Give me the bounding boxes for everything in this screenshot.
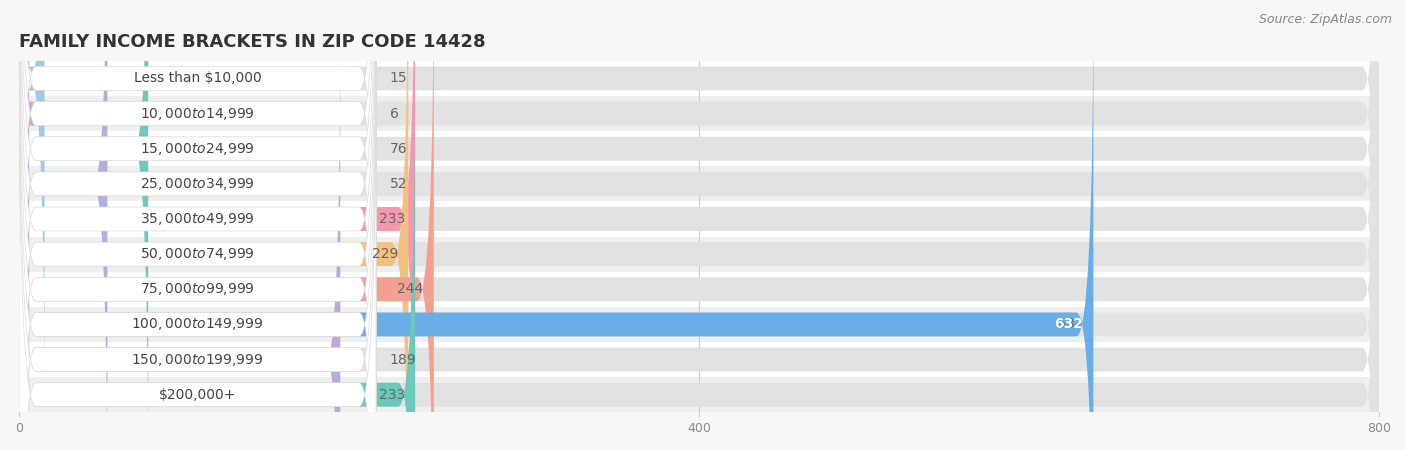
Text: 233: 233 bbox=[378, 388, 405, 402]
Text: 52: 52 bbox=[389, 177, 408, 191]
FancyBboxPatch shape bbox=[20, 0, 1379, 450]
Text: 76: 76 bbox=[389, 142, 408, 156]
Text: 632: 632 bbox=[1054, 317, 1083, 332]
FancyBboxPatch shape bbox=[20, 0, 375, 450]
FancyBboxPatch shape bbox=[20, 0, 375, 450]
Text: $15,000 to $24,999: $15,000 to $24,999 bbox=[141, 141, 254, 157]
FancyBboxPatch shape bbox=[20, 0, 45, 418]
FancyBboxPatch shape bbox=[20, 0, 408, 450]
FancyBboxPatch shape bbox=[13, 0, 37, 450]
Text: 6: 6 bbox=[389, 107, 398, 121]
FancyBboxPatch shape bbox=[20, 0, 1379, 450]
Bar bbox=[20, 377, 1379, 412]
Text: 15: 15 bbox=[389, 72, 408, 86]
FancyBboxPatch shape bbox=[20, 0, 375, 418]
Text: $10,000 to $14,999: $10,000 to $14,999 bbox=[141, 106, 254, 122]
Bar bbox=[20, 307, 1379, 342]
FancyBboxPatch shape bbox=[20, 0, 375, 450]
FancyBboxPatch shape bbox=[20, 55, 415, 450]
Bar bbox=[20, 342, 1379, 377]
Bar bbox=[20, 61, 1379, 96]
Bar bbox=[20, 96, 1379, 131]
Bar bbox=[20, 272, 1379, 307]
Text: 189: 189 bbox=[389, 352, 416, 367]
Bar bbox=[20, 237, 1379, 272]
FancyBboxPatch shape bbox=[20, 0, 1379, 450]
FancyBboxPatch shape bbox=[20, 20, 340, 450]
FancyBboxPatch shape bbox=[20, 0, 1379, 450]
FancyBboxPatch shape bbox=[20, 0, 1379, 450]
FancyBboxPatch shape bbox=[20, 0, 375, 450]
FancyBboxPatch shape bbox=[20, 0, 1379, 418]
Text: 233: 233 bbox=[378, 212, 405, 226]
Text: $200,000+: $200,000+ bbox=[159, 388, 236, 402]
FancyBboxPatch shape bbox=[20, 0, 1094, 450]
Text: 632: 632 bbox=[1057, 317, 1083, 332]
Text: $25,000 to $34,999: $25,000 to $34,999 bbox=[141, 176, 254, 192]
FancyBboxPatch shape bbox=[20, 0, 107, 450]
Text: 244: 244 bbox=[398, 282, 423, 296]
FancyBboxPatch shape bbox=[20, 55, 375, 450]
Text: $100,000 to $149,999: $100,000 to $149,999 bbox=[131, 316, 264, 333]
FancyBboxPatch shape bbox=[20, 0, 434, 450]
FancyBboxPatch shape bbox=[20, 20, 1379, 450]
Text: $150,000 to $199,999: $150,000 to $199,999 bbox=[131, 351, 264, 368]
Text: 229: 229 bbox=[371, 247, 398, 261]
FancyBboxPatch shape bbox=[20, 0, 375, 450]
Text: $35,000 to $49,999: $35,000 to $49,999 bbox=[141, 211, 254, 227]
FancyBboxPatch shape bbox=[20, 20, 375, 450]
Bar bbox=[20, 202, 1379, 237]
Text: Less than $10,000: Less than $10,000 bbox=[134, 72, 262, 86]
FancyBboxPatch shape bbox=[20, 55, 1379, 450]
FancyBboxPatch shape bbox=[20, 0, 375, 450]
Text: $75,000 to $99,999: $75,000 to $99,999 bbox=[141, 281, 254, 297]
FancyBboxPatch shape bbox=[20, 0, 148, 450]
Text: $50,000 to $74,999: $50,000 to $74,999 bbox=[141, 246, 254, 262]
FancyBboxPatch shape bbox=[20, 0, 1379, 450]
FancyBboxPatch shape bbox=[20, 0, 375, 450]
Text: Source: ZipAtlas.com: Source: ZipAtlas.com bbox=[1258, 14, 1392, 27]
FancyBboxPatch shape bbox=[20, 0, 415, 450]
FancyBboxPatch shape bbox=[20, 0, 1379, 450]
Bar bbox=[20, 131, 1379, 166]
Bar bbox=[20, 166, 1379, 202]
Text: FAMILY INCOME BRACKETS IN ZIP CODE 14428: FAMILY INCOME BRACKETS IN ZIP CODE 14428 bbox=[20, 33, 485, 51]
